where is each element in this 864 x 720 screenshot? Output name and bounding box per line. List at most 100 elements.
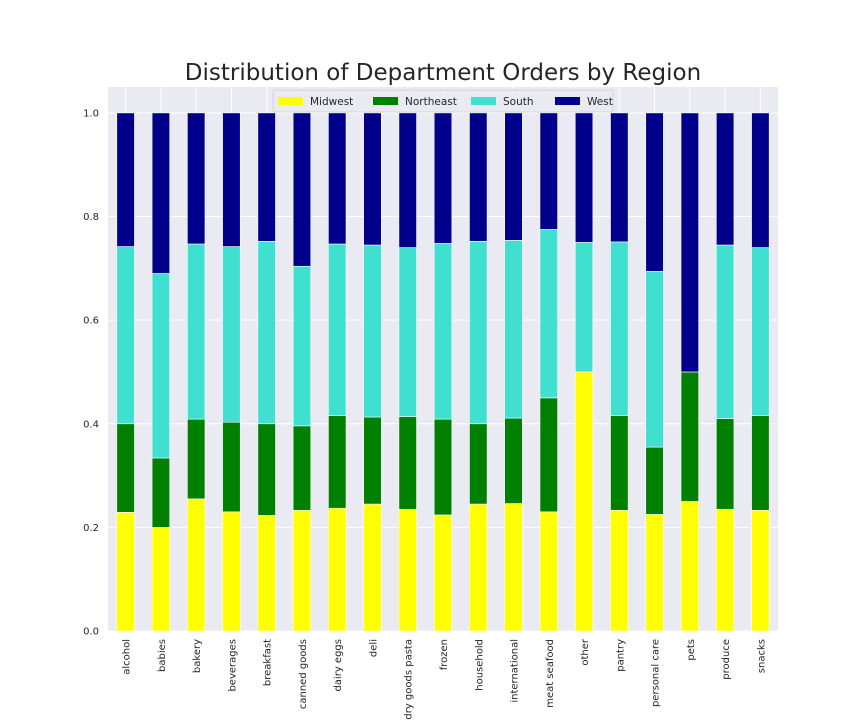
bar-segment-south (151, 273, 171, 459)
bar-segment-west (187, 112, 206, 245)
bar-segment-midwest (504, 503, 523, 632)
bar-segment-midwest (680, 501, 699, 632)
legend-label-midwest: Midwest (310, 96, 353, 108)
legend-swatch-west (555, 97, 580, 105)
legend: Midwest Northeast South West (272, 89, 614, 113)
bar-segment-west (222, 112, 241, 247)
bar-segment-west (574, 112, 594, 243)
bar-segment-midwest (398, 508, 417, 632)
chart-title: Distribution of Department Orders by Reg… (185, 60, 701, 86)
bar-segment-northeast (222, 421, 241, 513)
bar-segment-south (715, 244, 735, 419)
legend-label-west: West (587, 96, 613, 108)
x-tick-label: beverages (227, 639, 238, 692)
bar-segment-northeast (433, 418, 453, 516)
bar-segment-west (715, 112, 735, 246)
bar-segment-northeast (151, 457, 171, 528)
bar-segment-northeast (504, 417, 523, 504)
x-tick-label: canned goods (298, 639, 309, 709)
bar-segment-northeast (257, 423, 276, 516)
x-tick-label: pantry (615, 639, 626, 672)
bar-segment-west (363, 112, 382, 246)
bar-segment-west (116, 112, 135, 247)
bar-segment-south (433, 243, 453, 420)
bar-segment-midwest (539, 511, 558, 632)
bar-segment-midwest (187, 498, 206, 632)
y-tick-label: 0.2 (83, 523, 99, 534)
bar-segment-south (610, 241, 629, 416)
x-tick-label: pets (686, 639, 697, 661)
x-tick-label: dry goods pasta (404, 639, 415, 720)
bar-segment-south (574, 242, 594, 373)
x-tick-label: household (474, 639, 485, 691)
bar-segment-midwest (151, 527, 171, 632)
legend-label-south: South (503, 96, 534, 108)
bar-segment-northeast (751, 415, 770, 511)
bar-segment-northeast (645, 446, 664, 515)
bar-segment-midwest (433, 514, 453, 632)
bar-segment-west (645, 112, 664, 272)
bar-segment-northeast (610, 415, 629, 511)
legend-label-northeast: Northeast (405, 96, 457, 108)
x-tick-label: meat seafood (545, 639, 556, 708)
legend-box (272, 89, 614, 113)
bar-segment-west (398, 112, 417, 248)
bar-segment-south (363, 244, 382, 418)
y-tick-label: 0.0 (83, 627, 99, 638)
y-tick-label: 1.0 (83, 108, 99, 119)
bar-segment-northeast (680, 371, 699, 502)
bar-segment-midwest (645, 514, 664, 632)
bar-segment-midwest (574, 371, 594, 632)
x-tick-label: breakfast (263, 639, 274, 686)
x-tick-label: bakery (192, 639, 203, 673)
bar-segment-northeast (715, 418, 735, 510)
bar-segment-northeast (187, 418, 206, 500)
x-tick-label: snacks (756, 639, 767, 673)
bar-segment-south (116, 246, 135, 425)
x-tick-label: alcohol (122, 639, 133, 675)
bar-segment-northeast (363, 416, 382, 505)
bar-segment-west (504, 112, 523, 241)
bar-segment-south (504, 240, 523, 419)
y-tick-label: 0.8 (83, 212, 99, 223)
bar-segment-west (257, 112, 276, 242)
bar-segment-south (292, 265, 312, 427)
x-tick-label: produce (721, 639, 732, 680)
x-tick-label: international (510, 639, 521, 703)
bar-segment-midwest (469, 503, 488, 632)
bar-segment-midwest (257, 515, 276, 632)
y-tick-label: 0.6 (83, 316, 99, 327)
x-tick-label: personal care (651, 639, 662, 707)
y-axis: 0.0 0.2 0.4 0.6 0.8 1.0 (83, 108, 99, 637)
x-tick-label: deli (368, 639, 379, 657)
bar-segment-midwest (751, 509, 770, 632)
bar-segment-northeast (116, 423, 135, 513)
bar-segment-west (433, 112, 453, 244)
x-axis: alcohol babies bakery beverages breakfast can… (122, 638, 768, 720)
bar-segment-midwest (363, 503, 382, 632)
x-tick-label: frozen (439, 639, 450, 670)
legend-swatch-midwest (278, 97, 303, 105)
bar-segment-south (469, 241, 488, 425)
bar-segment-midwest (222, 511, 241, 632)
x-tick-label: babies (157, 639, 168, 672)
bar-segment-west (539, 112, 558, 230)
legend-swatch-south (471, 97, 496, 105)
bar-segment-northeast (292, 425, 312, 511)
bar-segment-west (328, 112, 347, 245)
bar-segment-west (610, 112, 629, 243)
legend-swatch-northeast (373, 97, 398, 105)
bar-segment-south (751, 247, 770, 416)
bar-segment-west (292, 112, 312, 267)
x-tick-label: dairy eggs (333, 639, 344, 692)
bar-segment-south (645, 271, 664, 448)
bar-segment-west (680, 112, 699, 373)
bar-segment-west (751, 112, 770, 248)
bars (116, 112, 770, 632)
bar-segment-south (257, 241, 276, 425)
bar-segment-south (222, 246, 241, 423)
bar-segment-midwest (715, 508, 735, 632)
bar-segment-northeast (469, 423, 488, 505)
bar-segment-south (398, 247, 417, 417)
